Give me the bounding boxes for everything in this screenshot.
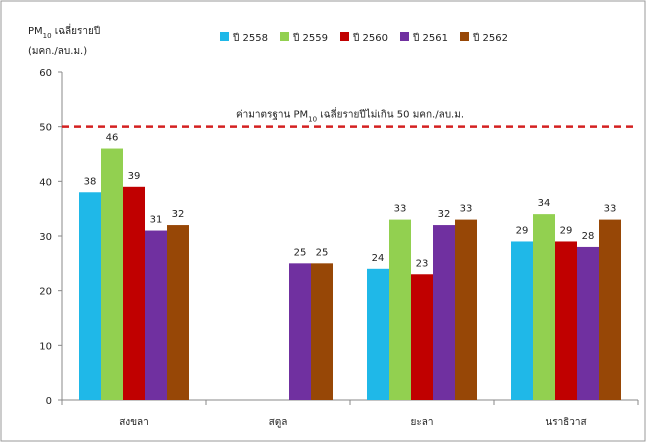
x-tick-label: นราธิวาส: [545, 417, 586, 428]
bar: [101, 148, 123, 400]
legend-swatch: [220, 32, 229, 41]
data-label: 33: [394, 204, 407, 215]
data-label: 46: [106, 133, 119, 144]
legend-swatch: [400, 32, 409, 41]
y-tick-label: 10: [39, 341, 52, 352]
reference-label-part: ค่ามาตรฐาน PM: [236, 110, 308, 121]
legend-swatch: [460, 32, 469, 41]
bar: [577, 246, 599, 400]
y-tick-label: 20: [39, 287, 52, 298]
legend-swatch: [340, 32, 349, 41]
bar: [145, 230, 167, 400]
data-label: 24: [372, 253, 385, 264]
bar: [555, 241, 577, 400]
data-label: 33: [460, 204, 473, 215]
legend-label: ปี 2559: [292, 32, 328, 44]
y-tick-label: 40: [39, 177, 52, 188]
bar: [411, 274, 433, 400]
bar: [79, 192, 101, 400]
y-axis-label-part: PM: [28, 26, 43, 37]
data-label: 23: [416, 258, 429, 269]
legend-label: ปี 2558: [232, 32, 268, 44]
reference-label-part: 10: [308, 116, 317, 124]
y-tick-label: 30: [39, 232, 52, 243]
legend-label: ปี 2560: [352, 32, 388, 44]
legend-label: ปี 2561: [412, 32, 448, 44]
bar: [511, 241, 533, 400]
y-tick-label: 50: [39, 123, 52, 134]
bar: [311, 263, 333, 400]
data-label: 25: [316, 247, 329, 258]
x-tick-label: ยะลา: [411, 417, 434, 428]
data-label: 28: [582, 231, 595, 242]
y-axis-label: PM10 เฉลี่ยรายปี: [28, 23, 100, 40]
data-label: 29: [516, 225, 529, 236]
bar: [599, 219, 621, 400]
reference-label: ค่ามาตรฐาน PM10 เฉลี่ยรายปีไม่เกิน 50 มค…: [236, 107, 464, 124]
bar: [167, 225, 189, 400]
bar: [123, 186, 145, 400]
data-label: 29: [560, 225, 573, 236]
data-label: 25: [294, 247, 307, 258]
y-axis-unit: (มคก./ลบ.ม.): [28, 46, 87, 57]
data-label: 33: [604, 204, 617, 215]
bar: [289, 263, 311, 400]
bar: [433, 225, 455, 400]
y-axis-label-part: 10: [43, 32, 52, 40]
y-axis-label-part: เฉลี่ยรายปี: [52, 23, 101, 37]
data-label: 32: [172, 209, 185, 220]
legend-label: ปี 2562: [472, 32, 508, 44]
y-tick-label: 0: [46, 396, 52, 407]
bar: [389, 219, 411, 400]
y-tick-label: 60: [39, 68, 52, 79]
bar: [533, 214, 555, 400]
reference-label-part: เฉลี่ยรายปีไม่เกิน 50 มคก./ลบ.ม.: [317, 107, 464, 121]
bar: [367, 268, 389, 400]
data-label: 31: [150, 215, 163, 226]
bar: [455, 219, 477, 400]
data-label: 38: [84, 176, 97, 187]
data-label: 34: [538, 198, 551, 209]
legend-swatch: [280, 32, 289, 41]
data-label: 39: [128, 171, 141, 182]
x-tick-label: สตูล: [269, 417, 288, 428]
data-label: 32: [438, 209, 451, 220]
x-tick-label: สงขลา: [119, 417, 149, 428]
